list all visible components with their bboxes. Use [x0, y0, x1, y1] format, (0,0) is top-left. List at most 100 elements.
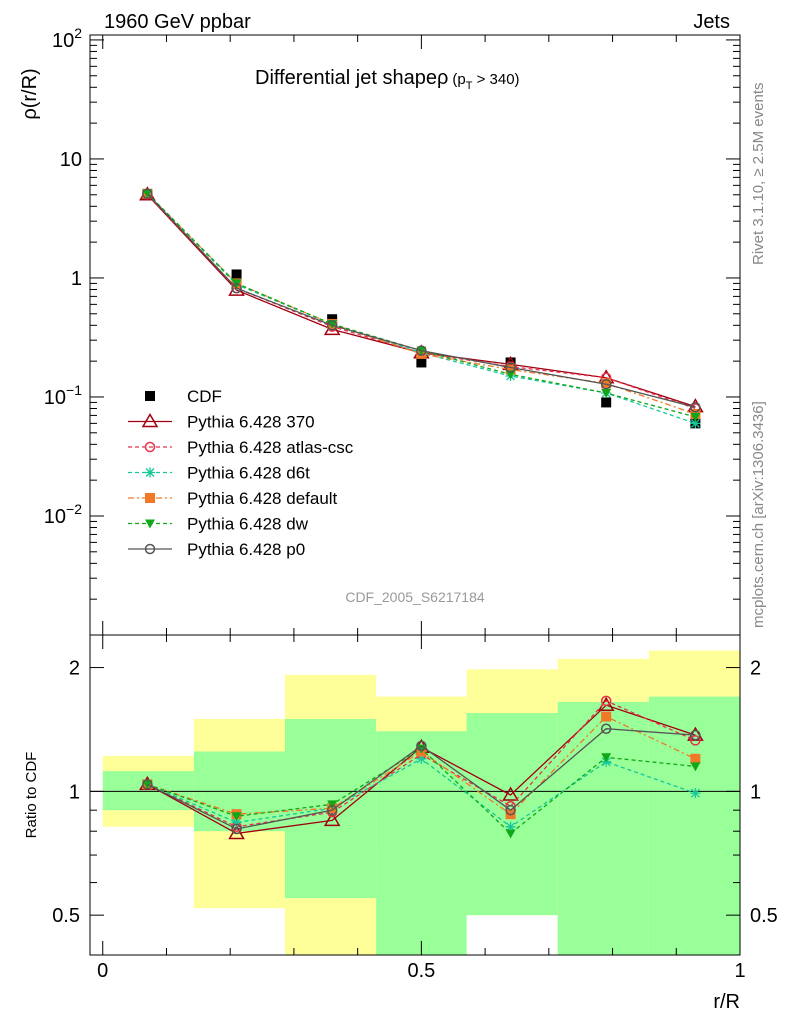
legend-label: Pythia 6.428 default — [187, 489, 338, 508]
legend-label: Pythia 6.428 dw — [187, 515, 309, 534]
data-point — [505, 364, 516, 375]
data-point — [505, 821, 516, 832]
series-cdf — [142, 189, 701, 429]
series-line — [146, 193, 696, 410]
data-point — [326, 320, 338, 331]
legend-item: Pythia 6.428 dw — [128, 515, 309, 534]
data-point — [327, 800, 338, 810]
data-point — [601, 388, 612, 398]
ratio-frame — [89, 634, 741, 956]
legend-item: Pythia 6.428 atlas-csc — [128, 438, 354, 457]
ratio-y-tick-label-right: 2 — [750, 658, 761, 680]
legend-item: Pythia 6.428 d6t — [128, 464, 310, 483]
ratio-y-tick-label-right: 0.5 — [750, 905, 778, 927]
data-point — [505, 829, 516, 839]
data-point — [690, 418, 701, 429]
data-point — [231, 817, 242, 828]
main-series-layer — [139, 186, 704, 429]
data-point — [502, 786, 519, 801]
series-pythia-6-428-370 — [139, 186, 704, 413]
series-line — [146, 193, 696, 408]
data-point — [600, 723, 612, 734]
legend-marker — [145, 391, 155, 401]
series-pythia-6-428-p0 — [142, 723, 701, 835]
data-point — [327, 320, 338, 330]
data-point — [690, 735, 701, 746]
process-label: Jets — [693, 11, 730, 33]
main-axis-ticks: 102 10 1 10−1 10−2 — [44, 25, 741, 636]
ratio-axis-ticks: 2 2 1 1 0.5 0.5 0 0.5 1 — [52, 635, 778, 982]
data-point — [323, 811, 341, 827]
data-point — [416, 753, 427, 764]
data-point — [231, 282, 242, 294]
legend-label: CDF — [187, 387, 222, 406]
data-point — [600, 695, 612, 707]
ratio-band-green — [102, 771, 194, 811]
x-axis-label: r/R — [713, 991, 740, 1013]
data-point — [505, 804, 516, 816]
legend-item: Pythia 6.428 default — [128, 489, 338, 508]
data-point — [142, 188, 153, 199]
ratio-y-tick-label-left: 1 — [69, 781, 80, 803]
legend-label: Pythia 6.428 370 — [187, 413, 315, 432]
ratio-y-tick-label-left: 2 — [69, 658, 80, 680]
legend-marker — [145, 467, 155, 478]
ratio-band-green — [376, 731, 467, 955]
main-y-tick-label: 1 — [71, 268, 82, 290]
legend-item: Pythia 6.428 370 — [128, 413, 315, 432]
x-tick-label: 0.5 — [407, 960, 435, 982]
data-point — [416, 740, 427, 752]
x-tick-label: 1 — [734, 960, 745, 982]
data-point — [600, 378, 612, 390]
series-pythia-6-428-atlas-csc — [142, 189, 701, 414]
mcplots-label: mcplots.cern.ch [arXiv:1306.3436] — [750, 401, 767, 628]
series-line — [146, 193, 696, 415]
x-tick-label: 0 — [97, 960, 108, 982]
data-point — [231, 812, 242, 822]
ratio-y-axis-label: Ratio to CDF — [23, 752, 40, 839]
main-y-tick-label: 10 — [60, 149, 82, 171]
rivet-version-label: Rivet 3.1.10, ≥ 2.5M events — [750, 83, 767, 266]
data-point — [601, 711, 612, 722]
legend-marker — [145, 519, 155, 529]
data-point — [142, 779, 153, 790]
main-y-tick-label: 102 — [52, 25, 82, 52]
main-chart-title: Differential jet shapeρ (pT > 340) — [255, 67, 520, 92]
legend-label: Pythia 6.428 atlas-csc — [187, 438, 354, 457]
data-point — [505, 362, 516, 373]
series-pythia-6-428-d6t — [142, 188, 701, 429]
ratio-band-green — [557, 701, 649, 955]
data-point — [416, 345, 427, 356]
series-line — [146, 194, 696, 408]
series-pythia-6-428-dw — [142, 744, 701, 839]
data-point — [690, 762, 701, 772]
data-point — [690, 412, 701, 422]
main-y-tick-label: 10−1 — [44, 382, 82, 409]
main-panel: 102 10 1 10−1 10−2 ρ(r/R) Differential jet s… — [19, 25, 741, 636]
series-line — [147, 728, 696, 830]
legend-marker — [141, 413, 159, 428]
legend-marker — [144, 543, 156, 555]
data-point — [142, 189, 153, 199]
data-point — [601, 397, 612, 408]
data-point — [231, 269, 242, 280]
ratio-uncertainty-bands — [102, 650, 740, 955]
data-point — [416, 357, 427, 368]
legend-label: Pythia 6.428 d6t — [187, 464, 310, 483]
series-line — [146, 193, 696, 424]
ratio-series-layer — [139, 695, 704, 840]
data-point — [690, 788, 701, 799]
data-point — [326, 804, 338, 816]
ratio-y-tick-label-left: 0.5 — [52, 905, 80, 927]
data-point — [690, 753, 701, 764]
ratio-panel: 2 2 1 1 0.5 0.5 0 0.5 1 Ratio to CDF r/R — [23, 634, 778, 1013]
legend-label: Pythia 6.428 p0 — [187, 540, 305, 559]
ratio-y-tick-label-right: 1 — [750, 781, 761, 803]
data-point — [690, 401, 701, 413]
main-y-tick-label: 10−2 — [44, 501, 82, 528]
legend-item: Pythia 6.428 p0 — [128, 540, 305, 559]
legend-marker — [144, 441, 156, 453]
data-point — [690, 729, 701, 741]
legend-marker — [145, 493, 155, 503]
energy-label: 1960 GeV ppbar — [104, 11, 251, 33]
